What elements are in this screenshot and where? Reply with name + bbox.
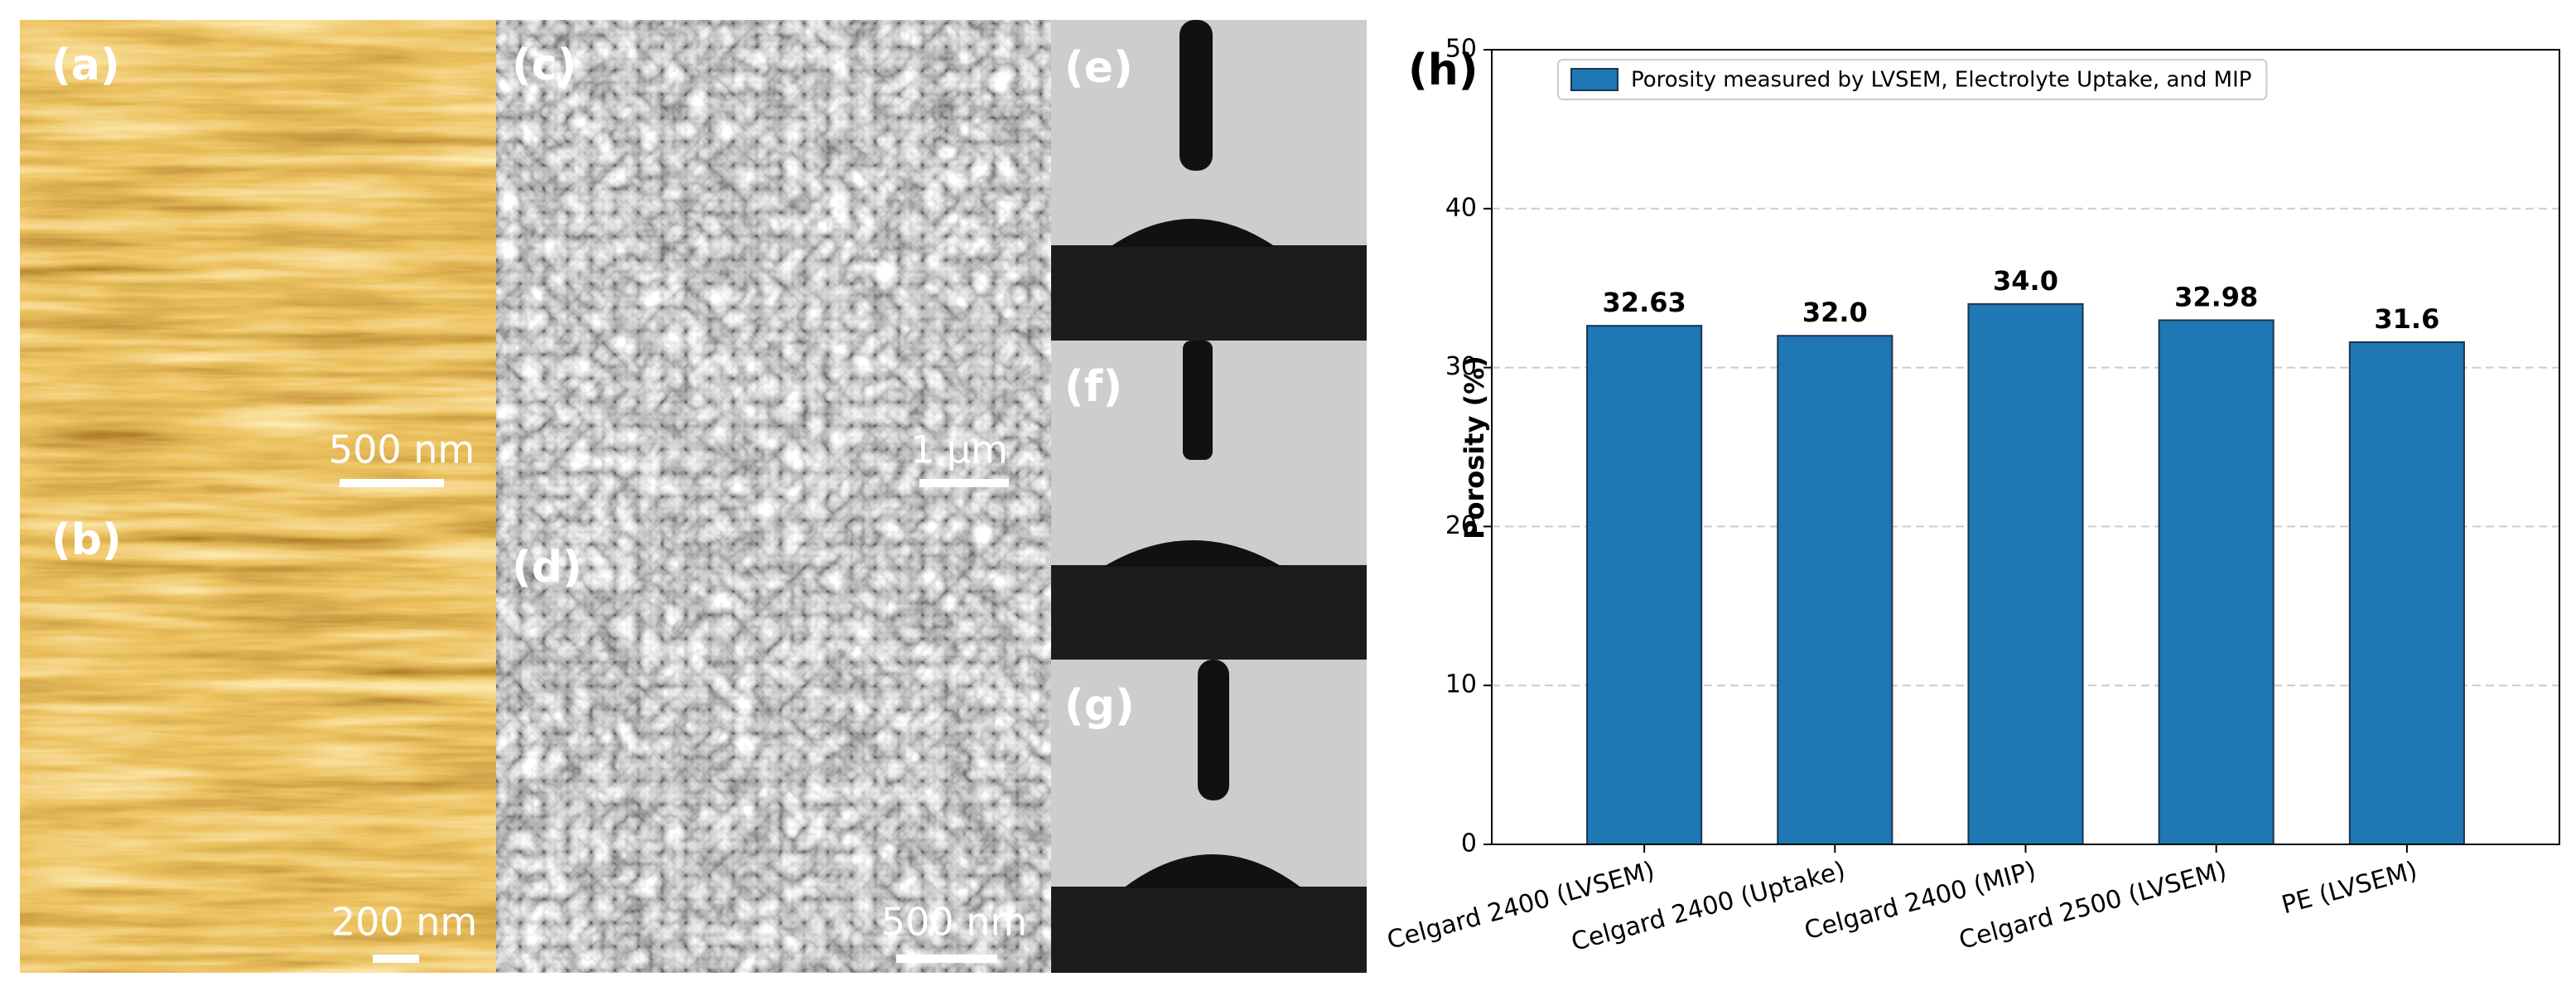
scale-bar-label: 500 nm	[881, 900, 1027, 945]
panel-label: (b)	[51, 515, 122, 565]
y-tick-label: 20	[1445, 511, 1477, 540]
panel-label: (f)	[1064, 362, 1122, 412]
scale-bar	[340, 479, 444, 487]
contact-angle-image	[1051, 660, 1367, 973]
value-label: 32.0	[1802, 297, 1868, 328]
y-tick-label: 0	[1461, 829, 1477, 858]
y-tick-label: 10	[1445, 670, 1477, 699]
bar	[2348, 341, 2465, 845]
sem-image	[496, 496, 1051, 973]
bar	[1777, 335, 1893, 845]
scale-bar	[919, 479, 1009, 487]
panel-label: (c)	[512, 41, 576, 90]
value-label: 34.0	[1993, 265, 2058, 297]
scale-bar	[896, 955, 997, 963]
y-tick-label: 50	[1445, 35, 1477, 64]
afm-image	[20, 20, 496, 496]
value-label: 32.98	[2174, 281, 2258, 312]
scale-bar-label: 500 nm	[329, 428, 475, 472]
scale-bar-label: 1 µm	[910, 428, 1008, 472]
y-tick-label: 40	[1445, 193, 1477, 222]
bar	[1967, 302, 2084, 845]
x-tick-label: PE (LVSEM)	[2279, 856, 2420, 920]
chart-title: (h)	[1408, 46, 1479, 95]
scale-bar	[373, 955, 419, 963]
scale-bar-label: 200 nm	[331, 900, 477, 945]
panel-label: (g)	[1064, 681, 1135, 731]
legend-label: Porosity measured by LVSEM, Electrolyte …	[1631, 68, 2251, 93]
value-label: 31.6	[2374, 303, 2439, 335]
y-axis-label: Porosity (%)	[1459, 355, 1490, 539]
panel-label: (a)	[51, 41, 120, 90]
y-tick-label: 30	[1445, 352, 1477, 381]
panel-label: (d)	[512, 543, 582, 592]
bar	[2158, 319, 2275, 845]
contact-angle-image	[1051, 20, 1367, 341]
afm-image	[20, 496, 496, 973]
value-label: 32.63	[1603, 287, 1686, 318]
plot-frame	[1491, 49, 2560, 845]
legend-swatch	[1570, 68, 1618, 91]
panel-label: (e)	[1064, 43, 1133, 93]
contact-angle-image	[1051, 341, 1367, 660]
bar	[1586, 325, 1703, 845]
sem-image	[496, 20, 1051, 496]
legend-box	[1557, 59, 2268, 100]
